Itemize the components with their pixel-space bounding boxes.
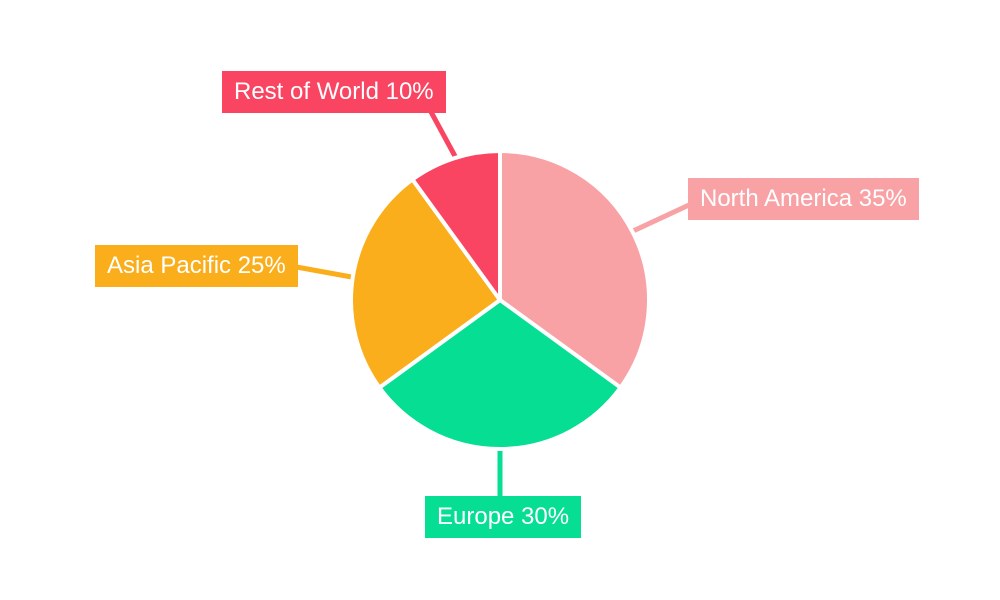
callout-north-america: North America 35% [688, 178, 919, 220]
callout-rest-of-world: Rest of World 10% [222, 71, 446, 113]
pie-slice-europe[interactable] [377, 298, 623, 451]
pie-slice-asia-pacific[interactable] [349, 177, 502, 390]
pie-slice-rest-of-world[interactable] [410, 149, 502, 302]
callout-europe: Europe 30% [425, 496, 582, 538]
leader-line-asia-pacific [290, 263, 358, 281]
pie-slice-north-america[interactable] [498, 149, 651, 390]
leader-line-north-america [631, 202, 691, 234]
callout-asia-pacific: Asia Pacific 25% [95, 245, 298, 287]
leader-line-rest-of-world [427, 108, 459, 160]
